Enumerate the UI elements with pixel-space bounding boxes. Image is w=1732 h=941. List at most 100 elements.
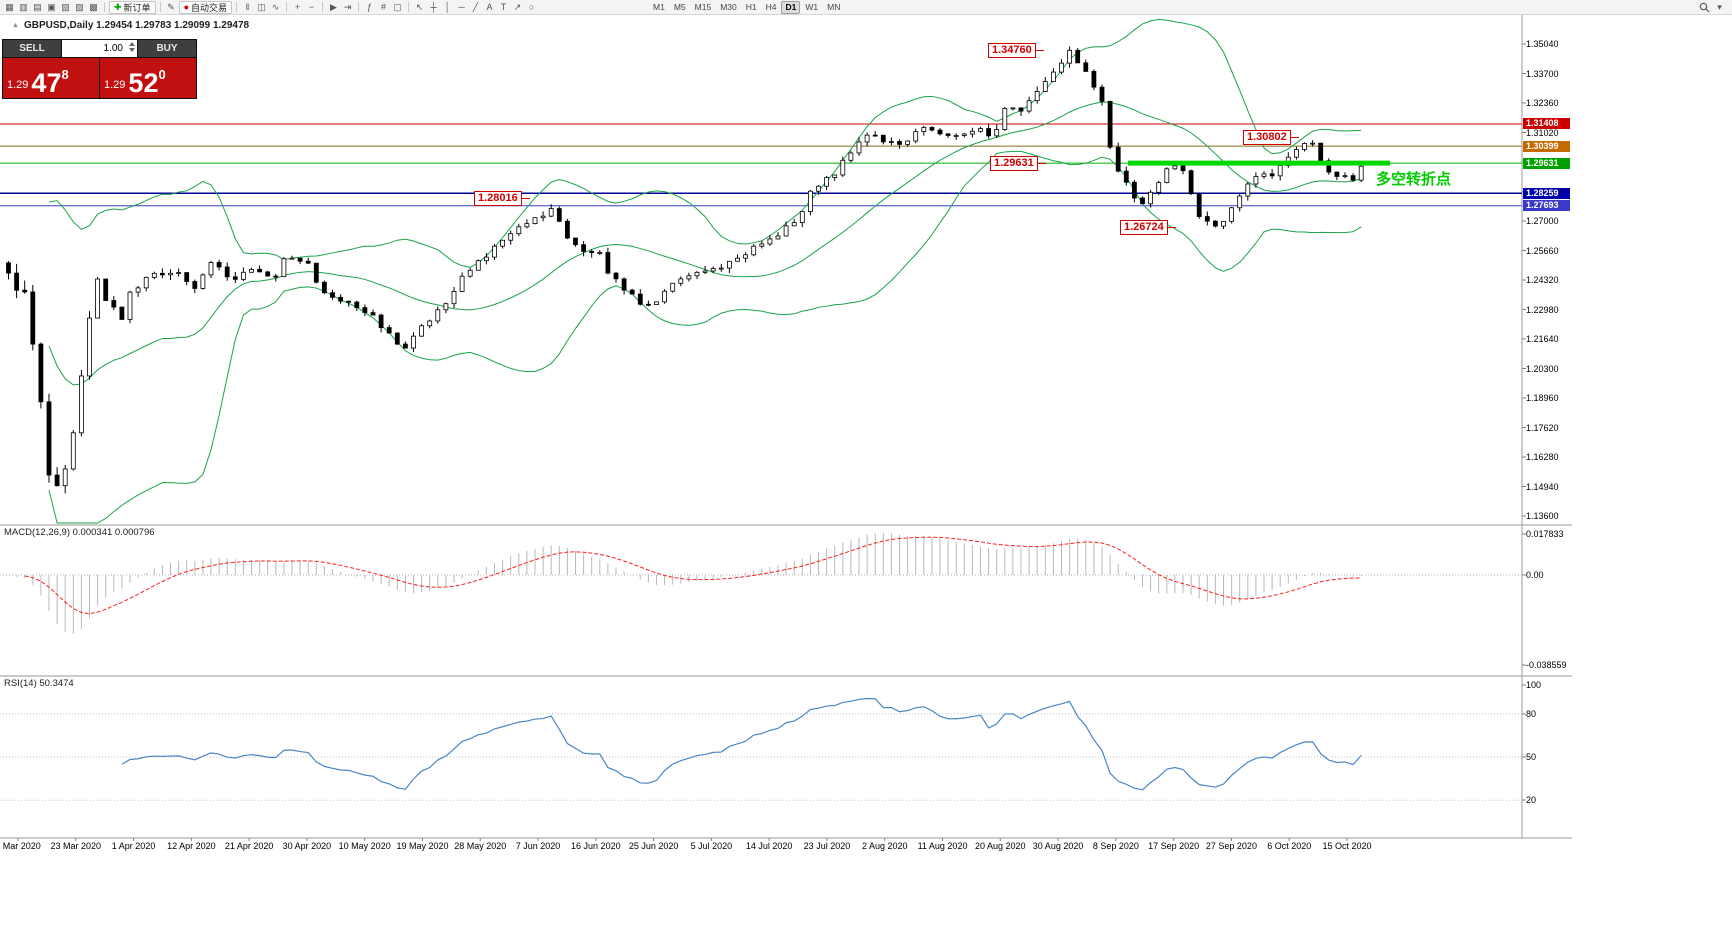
horizontal-line-button[interactable]: ─ xyxy=(455,1,468,14)
timeframe-mn[interactable]: MN xyxy=(827,2,841,12)
bid-big: 47 xyxy=(31,68,62,99)
market-watch-button[interactable]: ▤ xyxy=(31,1,44,14)
profiles-icon: ▥ xyxy=(19,1,28,12)
strategy-tester-icon: ▩ xyxy=(89,1,98,12)
metaeditor-icon: ✎ xyxy=(167,1,175,12)
spin-down-icon[interactable] xyxy=(129,48,135,52)
toolbar-separator xyxy=(236,2,238,12)
toolbar-separator xyxy=(322,2,324,12)
trendline-button[interactable]: ╱ xyxy=(469,1,482,14)
cursor-icon: ↖ xyxy=(415,1,424,12)
ask-sup: 0 xyxy=(158,67,166,82)
autotrading-button[interactable]: ● 自动交易 xyxy=(178,0,233,14)
new-order-button[interactable]: ✚ 新订单 xyxy=(109,0,156,14)
collapse-icon[interactable]: ▲ xyxy=(12,22,19,29)
zoom-in-button[interactable]: + xyxy=(291,1,304,14)
bid-price[interactable]: 1.29 47 8 xyxy=(3,58,99,98)
chart-shift-icon: ⇥ xyxy=(343,1,352,12)
toolbar-separator xyxy=(104,2,105,12)
timeframe-m5[interactable]: M5 xyxy=(673,2,686,12)
grid-button[interactable]: # xyxy=(377,1,390,14)
price-quote-row: 1.29 47 8 1.29 52 0 xyxy=(3,58,196,98)
toolbar-right-group: ▾ xyxy=(1699,1,1729,14)
cursor-button[interactable]: ↖ xyxy=(413,1,426,14)
line-chart-icon: ∿ xyxy=(271,1,280,12)
toolbar-more-button[interactable]: ▾ xyxy=(1717,1,1722,12)
new-chart-icon: ▦ xyxy=(5,1,14,12)
buy-button[interactable]: BUY xyxy=(138,40,196,57)
ask-price[interactable]: 1.29 52 0 xyxy=(100,58,196,98)
timeframe-h4[interactable]: H4 xyxy=(765,2,777,12)
arrows-button[interactable]: ↗ xyxy=(511,1,524,14)
templates-icon: ▢ xyxy=(393,1,402,12)
grid-icon: # xyxy=(381,1,387,12)
data-window-button[interactable]: ▣ xyxy=(45,1,58,14)
zoom-out-button[interactable]: − xyxy=(305,1,318,14)
chart-shift-button[interactable]: ⇥ xyxy=(341,1,354,14)
macd-indicator-label: MACD(12,26,9) 0.000341 0.000796 xyxy=(4,527,155,538)
volume-spinner[interactable] xyxy=(129,42,135,52)
candlestick-chart-button[interactable]: ◫ xyxy=(255,1,268,14)
shapes-button[interactable]: ○ xyxy=(525,1,538,14)
rsi-indicator-label: RSI(14) 50.3474 xyxy=(4,678,74,689)
toolbar-separator xyxy=(286,2,288,12)
timeframe-d1[interactable]: D1 xyxy=(781,0,801,14)
ask-big: 52 xyxy=(128,68,159,99)
main-toolbar: ▦ ▥ ▤ ▣ ▧ ▨ ▩ ✚ 新订单 ✎ ● 自动交易 ‖ ◫ ∿ + − ▶ ⇥ ƒ # ▢ ↖ ┼ │ ─ ╱ A T ↗ ○ M1 M5… xyxy=(0,0,1732,15)
bid-prefix: 1.29 xyxy=(7,79,29,91)
timeframe-m1[interactable]: M1 xyxy=(653,2,665,12)
timeframe-m15[interactable]: M15 xyxy=(694,2,712,12)
terminal-icon: ▨ xyxy=(75,1,84,12)
autotrading-icon: ● xyxy=(183,1,189,12)
rsi-line xyxy=(121,697,1362,791)
one-click-trading-panel: SELL 1.00 BUY 1.29 47 8 1.29 52 0 xyxy=(2,39,197,99)
volume-input[interactable]: 1.00 xyxy=(62,40,137,57)
vertical-line-button[interactable]: │ xyxy=(441,1,454,14)
zoom-out-icon: − xyxy=(308,1,315,12)
arrows-icon: ↗ xyxy=(513,1,522,12)
timeframe-h1[interactable]: H1 xyxy=(745,2,757,12)
navigator-icon: ▧ xyxy=(61,1,70,12)
horizontal-line-icon: ─ xyxy=(458,1,465,12)
line-chart-button[interactable]: ∿ xyxy=(269,1,282,14)
toolbar-separator xyxy=(358,2,360,12)
toolbar-separator xyxy=(159,2,161,12)
sell-button[interactable]: SELL xyxy=(3,40,61,57)
indicators-button[interactable]: ƒ xyxy=(363,1,376,14)
zoom-in-icon: + xyxy=(294,1,301,12)
text-button[interactable]: A xyxy=(483,1,496,14)
profiles-button[interactable]: ▥ xyxy=(17,1,30,14)
timeframe-m30[interactable]: M30 xyxy=(720,2,737,12)
bollinger-middle-band xyxy=(48,101,1362,386)
timeframe-w1[interactable]: W1 xyxy=(805,2,819,12)
metaeditor-button[interactable]: ✎ xyxy=(165,1,178,14)
text-label-icon: T xyxy=(500,1,507,12)
navigator-button[interactable]: ▧ xyxy=(59,1,72,14)
bar-chart-button[interactable]: ‖ xyxy=(241,1,254,14)
data-window-icon: ▣ xyxy=(47,1,56,12)
text-icon: A xyxy=(486,1,493,12)
templates-button[interactable]: ▢ xyxy=(391,1,404,14)
macd-histogram xyxy=(16,533,1362,634)
bollinger-upper-band xyxy=(48,18,1362,268)
vertical-line-icon: │ xyxy=(444,1,451,12)
auto-scroll-button[interactable]: ▶ xyxy=(327,1,340,14)
spin-up-icon[interactable] xyxy=(129,42,135,46)
crosshair-button[interactable]: ┼ xyxy=(427,1,440,14)
bid-sup: 8 xyxy=(61,67,69,82)
text-label-button[interactable]: T xyxy=(497,1,510,14)
new-order-icon: ✚ xyxy=(114,1,122,12)
candlestick-chart-icon: ◫ xyxy=(257,1,266,12)
terminal-button[interactable]: ▨ xyxy=(73,1,86,14)
market-watch-icon: ▤ xyxy=(33,1,42,12)
crosshair-icon: ┼ xyxy=(430,1,437,12)
trendline-icon: ╱ xyxy=(472,1,479,12)
search-icon[interactable] xyxy=(1699,2,1710,13)
indicators-icon: ƒ xyxy=(367,1,373,12)
strategy-tester-button[interactable]: ▩ xyxy=(87,1,100,14)
volume-value[interactable]: 1.00 xyxy=(103,43,123,54)
macd-signal-line xyxy=(24,536,1362,615)
new-chart-button[interactable]: ▦ xyxy=(3,1,16,14)
